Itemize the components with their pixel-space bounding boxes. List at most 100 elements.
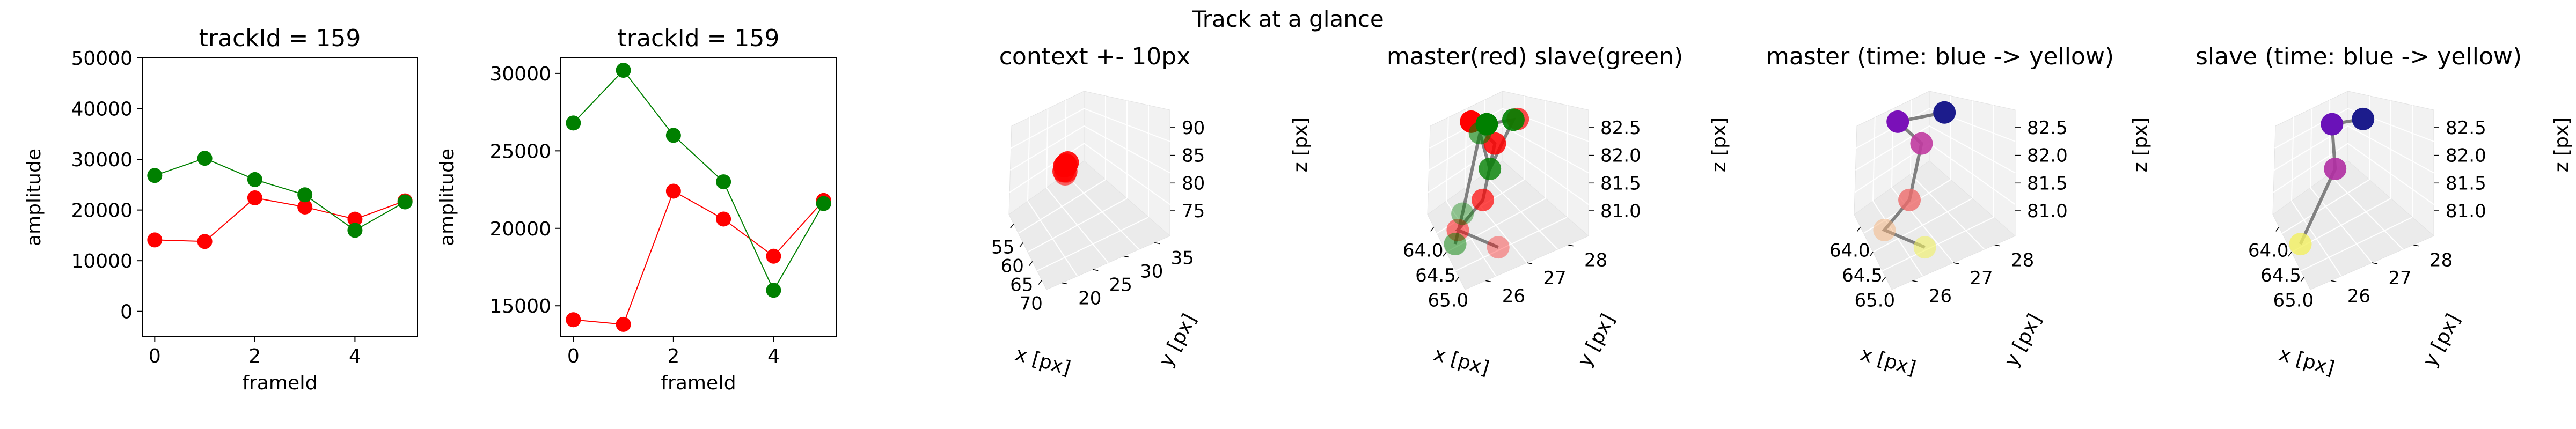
scatter3d-chart-3: 64.0 64.5 65.0 26 27 28 81.0 81.5 82.0 82.5 master… xyxy=(1766,43,2151,380)
x-axis-label: frameId xyxy=(661,372,736,394)
grid-line xyxy=(1428,125,1589,174)
x-axis-label: x [px] xyxy=(1858,343,1918,380)
data-point xyxy=(816,196,831,211)
z-tick-label: 75 xyxy=(1182,201,1205,222)
x-tick-label: 64.0 xyxy=(2248,240,2289,261)
y-tick-label: 28 xyxy=(2429,250,2453,271)
y-tick-label: 28 xyxy=(1584,250,1607,271)
y-tick-mark xyxy=(1062,282,1067,285)
x-tick-label: 65 xyxy=(1010,275,1033,296)
figure-suptitle: Track at a glance xyxy=(1191,6,1384,32)
x-tick-label: 65.0 xyxy=(2273,290,2314,312)
z-axis-label: z [px] xyxy=(1708,117,1730,173)
x-tick-mark xyxy=(2288,252,2292,257)
y-tick-mark xyxy=(1912,280,1918,283)
y-tick-label: 10000 xyxy=(71,250,133,272)
data-point xyxy=(247,190,262,205)
scatter-point xyxy=(1502,108,1525,131)
y-tick-label: 27 xyxy=(1970,268,1993,289)
data-point xyxy=(766,248,781,264)
x-tick-label: 64.0 xyxy=(1403,240,1444,261)
y-tick-mark xyxy=(1568,244,1574,247)
x-tick-label: 64.5 xyxy=(1842,265,1883,286)
grid-line xyxy=(1046,187,1109,263)
x-tick-label: 64.0 xyxy=(1829,240,1870,261)
x-tick-label: 0 xyxy=(567,345,580,367)
scatter-point xyxy=(1444,233,1467,256)
scatter-point xyxy=(1468,122,1491,145)
chart-title: slave (time: blue -> yellow) xyxy=(2196,43,2522,70)
grid-line xyxy=(2329,174,2404,250)
grid-line xyxy=(1855,125,2016,174)
chart-title: master (time: blue -> yellow) xyxy=(1766,43,2114,70)
scatter-point xyxy=(1451,202,1474,225)
data-point xyxy=(716,211,731,227)
y-axis-label: amplitude xyxy=(23,149,45,246)
grid-line xyxy=(2273,125,2434,174)
data-point xyxy=(197,151,213,166)
z-axis-label: z [px] xyxy=(2551,117,2573,173)
z-tick-label: 82.0 xyxy=(2446,145,2486,167)
y-tick-mark xyxy=(1526,262,1533,264)
scatter-point xyxy=(2324,158,2347,181)
y-tick-label: 26 xyxy=(2347,285,2370,307)
grid-line xyxy=(2301,217,2413,271)
y-axis-label: y [px] xyxy=(2419,310,2464,371)
y-axis-label: amplitude xyxy=(436,149,458,246)
scatter-point xyxy=(1487,236,1510,259)
data-point xyxy=(766,283,781,298)
x-axis-label: x [px] xyxy=(1431,343,1491,380)
y-tick-mark xyxy=(1485,280,1491,283)
y-tick-label: 27 xyxy=(1543,268,1566,289)
grid-line xyxy=(1455,217,1568,271)
y-tick-label: 30000 xyxy=(489,63,551,85)
plot-area xyxy=(560,57,837,337)
scatter-point xyxy=(1886,110,1909,133)
x-tick-mark xyxy=(1882,277,1886,282)
data-point xyxy=(397,194,413,210)
z-axis-label: z [px] xyxy=(2129,117,2151,173)
x-tick-label: 65.0 xyxy=(1428,290,1468,312)
data-point xyxy=(566,312,581,328)
y-axis-label: y [px] xyxy=(1155,310,1201,371)
scatter-point xyxy=(1933,101,1956,124)
x-tick-label: 64.5 xyxy=(2260,265,2301,286)
grid-line xyxy=(1065,174,1140,250)
scatter-point xyxy=(1054,153,1077,176)
z-tick-label: 81.0 xyxy=(1600,201,1641,222)
data-point xyxy=(616,316,631,332)
x-tick-label: 2 xyxy=(248,345,261,367)
y-tick-label: 20000 xyxy=(71,200,133,222)
y-tick-label: 20 xyxy=(1078,288,1101,309)
y-tick-mark xyxy=(1953,262,1959,264)
z-tick-label: 90 xyxy=(1182,117,1205,139)
x-tick-mark xyxy=(1029,261,1033,266)
scatter-point xyxy=(2321,113,2344,136)
z-tick-label: 81.5 xyxy=(1600,173,1641,194)
grid-line xyxy=(1046,108,1049,188)
x-tick-label: 2 xyxy=(667,345,679,367)
y-tick-label: 30 xyxy=(1140,261,1163,283)
x-tick-mark xyxy=(2275,226,2280,232)
data-point xyxy=(147,168,163,183)
z-tick-label: 82.5 xyxy=(2027,117,2068,139)
y-tick-mark xyxy=(1154,242,1160,245)
y-tick-label: 50000 xyxy=(71,48,133,70)
z-tick-label: 80 xyxy=(1182,173,1205,194)
chart-title: trackId = 159 xyxy=(199,25,361,52)
x-tick-label: 4 xyxy=(349,345,361,367)
y-tick-label: 0 xyxy=(120,301,133,323)
y-tick-label: 15000 xyxy=(489,295,551,317)
z-tick-label: 81.5 xyxy=(2027,173,2068,194)
scatter-point xyxy=(1910,132,1933,155)
y-tick-mark xyxy=(1123,255,1129,258)
x-tick-mark xyxy=(1010,224,1014,228)
scatter-point xyxy=(1873,218,1896,241)
grid-line xyxy=(1011,108,1170,149)
x-tick-mark xyxy=(2300,277,2304,282)
x-tick-mark xyxy=(1857,226,1861,232)
chart-title: context +- 10px xyxy=(999,43,1191,70)
scatter-point xyxy=(2289,233,2312,256)
y-tick-label: 25000 xyxy=(489,140,551,162)
